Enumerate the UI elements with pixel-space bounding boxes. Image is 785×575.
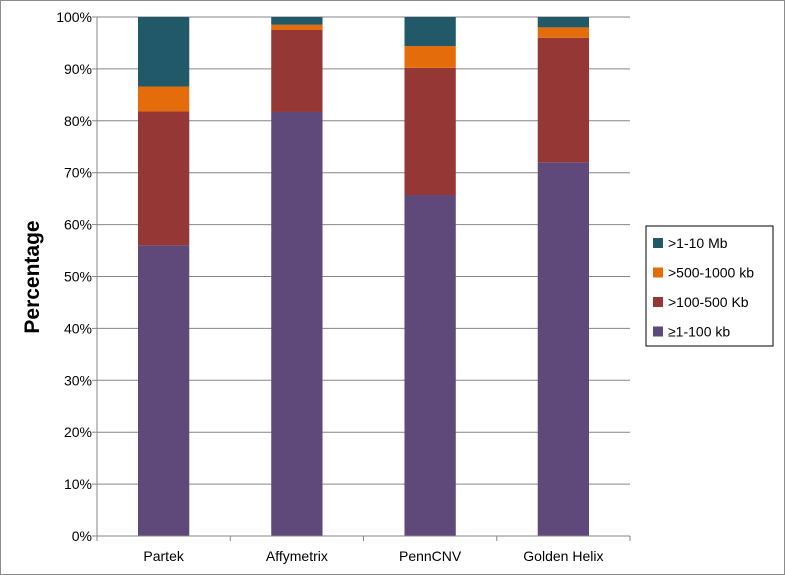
x-tick-label: Golden Helix: [523, 548, 603, 564]
legend-swatch: [653, 326, 663, 337]
bar-segment: [537, 37, 590, 163]
y-tick-label: 70%: [64, 165, 92, 181]
bar-segment: [271, 29, 323, 112]
legend-swatch: [653, 267, 663, 278]
x-axis-ticks: Partek Affymetrix PennCNV Golden Helix: [96, 536, 631, 564]
bar-segment: [537, 27, 590, 38]
bar-segment: [404, 46, 456, 68]
bar-segment: [137, 86, 190, 112]
y-tick-label: 30%: [64, 372, 92, 388]
y-tick-label: 20%: [64, 424, 92, 440]
bar-segment: [271, 24, 323, 30]
bar-segment: [537, 17, 590, 28]
bar-segment: [404, 195, 456, 536]
y-tick-label: 60%: [64, 217, 92, 233]
bar-segment: [537, 162, 590, 536]
y-tick-label: 90%: [64, 61, 92, 77]
legend-swatch: [653, 297, 663, 307]
y-tick-label: 40%: [64, 320, 92, 336]
x-tick-label: Affymetrix: [266, 548, 328, 564]
bar-segment: [137, 17, 190, 87]
x-tick-label: Partek: [143, 548, 184, 564]
legend-label: ≥1-100 kb: [668, 324, 730, 340]
y-tick-label: 80%: [64, 113, 92, 129]
legend-swatch: [653, 238, 663, 248]
bars: [137, 17, 590, 537]
x-tick-label: PennCNV: [399, 548, 462, 564]
bar-segment: [137, 111, 190, 246]
legend-label: >500-1000 kb: [668, 265, 754, 281]
bar-segment: [404, 67, 456, 196]
bar-segment: [137, 245, 190, 537]
legend: >1-10 Mb >500-1000 kb >100-500 Kb ≥1-100 kb: [645, 225, 774, 347]
y-tick-label: 50%: [64, 269, 92, 285]
bar-segment: [404, 17, 456, 47]
bar-segment: [271, 111, 323, 537]
y-axis-label: Percentage: [21, 220, 44, 333]
legend-label: >100-500 Kb: [668, 294, 749, 310]
y-tick-label: 10%: [64, 476, 92, 492]
y-axis-ticks: 0% 10% 20% 30% 40% 50% 60% 70% 80% 90% 100%: [56, 9, 97, 544]
y-tick-label: 0%: [72, 528, 92, 544]
y-tick-label: 100%: [56, 9, 92, 25]
legend-label: >1-10 Mb: [668, 235, 728, 251]
legend-box: [645, 225, 774, 347]
bar-segment: [271, 17, 323, 25]
